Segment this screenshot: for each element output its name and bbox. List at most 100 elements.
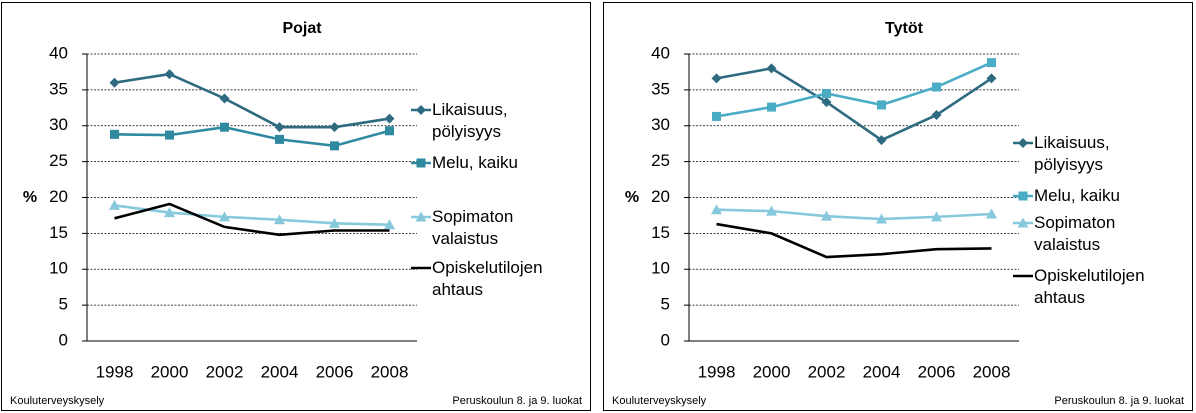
legend-label: Opiskelutilojen ahtaus [432,258,543,299]
marker [165,130,174,140]
legend-label: Melu, kaiku [432,153,518,172]
y-tick-label: 0 [59,330,68,349]
marker [876,135,887,146]
legend-label: Likaisuus, pölyisyys [1034,133,1110,174]
marker [821,210,832,221]
series [716,222,992,259]
chart-panel: Pojat% 0 5 10 15 20 25 30 35 40 1998 2000 2002 2004 20… [1,2,591,411]
x-tick-label: 2002 [808,362,846,381]
marker [876,213,887,224]
marker [109,199,120,210]
marker [330,141,339,151]
legend-symbol [1013,191,1033,201]
marker [767,102,776,112]
marker [384,219,395,230]
line [716,61,993,118]
marker [274,214,285,225]
marker [822,88,831,98]
source: Kouluterveyskysely [612,395,707,407]
marker [164,69,175,80]
chart-title: Pojat [282,20,322,37]
legend-symbol [411,211,431,222]
y-tick-label: 20 [49,187,68,206]
marker [110,129,119,139]
chart-title: Tytöt [885,20,924,37]
marker [385,126,394,136]
legend-marker [1018,191,1028,201]
marker [164,207,175,218]
marker [274,122,285,133]
legend-marker [416,158,426,168]
series [711,63,997,146]
legend-marker [1018,138,1028,148]
line [114,204,390,227]
marker [766,205,777,216]
series [712,58,996,121]
note: Peruskoulun 8. ja 9. luokat [452,395,582,407]
series [114,202,390,237]
legend-symbol [411,266,431,270]
marker [711,73,722,84]
legend-symbol [1013,217,1033,228]
marker [109,77,120,88]
chart: Pojat% 0 5 10 15 20 25 30 35 40 1998 2000 2002 2004 20… [23,20,417,381]
series [711,204,997,224]
series [109,199,395,230]
x-tick-label: 2008 [973,362,1011,381]
x-tick-label: 2004 [261,362,299,381]
line [114,72,390,129]
marker [329,122,340,133]
x-tick-label: 2004 [863,362,901,381]
y-axis-label: % [625,189,639,206]
legend-label: Melu, kaiku [1034,186,1120,205]
x-tick-label: 2000 [151,362,189,381]
y-axis-label: % [23,189,37,206]
x-tick-label: 2006 [316,362,354,381]
marker [766,63,777,74]
y-tick-label: 10 [49,259,68,278]
legend-item: Melu, kaiku [1013,185,1159,207]
y-tick-label: 15 [49,223,68,242]
line [716,208,992,221]
legend-symbol [411,158,431,168]
line [114,125,390,148]
marker [986,73,997,84]
x-tick-label: 2008 [371,362,409,381]
legend-label: Likaisuus, pölyisyys [432,100,508,141]
series [109,69,395,133]
legend-symbol [1013,138,1033,148]
y-tick-label: 40 [49,43,68,62]
x-tick-label: 1998 [96,362,134,381]
legend-item: Likaisuus, pölyisyys [1013,132,1159,176]
x-tick-label: 2000 [753,362,791,381]
legend-item: Sopimaton valaistus [1013,212,1159,256]
y-tick-label: 25 [49,151,68,170]
legend-symbol [411,105,431,115]
y-tick-label: 40 [651,43,670,62]
y-tick-label: 35 [49,79,68,98]
y-tick-label: 5 [661,295,670,314]
marker [384,113,395,124]
note: Peruskoulun 8. ja 9. luokat [1054,395,1184,407]
legend-marker [416,105,426,115]
legend-item: Opiskelutilojen ahtaus [1013,265,1159,309]
legend-label: Sopimaton valaistus [1034,213,1116,254]
legend-marker [415,211,427,222]
chart-panel: Tytöt% 0 5 10 15 20 25 30 35 40 1998 2000 2002 2004 20… [603,2,1193,411]
x-tick-label: 1998 [698,362,736,381]
y-tick-label: 0 [661,330,670,349]
y-tick-label: 25 [651,151,670,170]
line [114,202,390,237]
legend-item: Likaisuus, pölyisyys [411,99,557,143]
marker [931,109,942,120]
marker [712,111,721,121]
marker [987,58,996,68]
x-tick-label: 2006 [918,362,956,381]
line [716,222,992,259]
y-tick-label: 30 [651,115,670,134]
legend-label: Sopimaton valaistus [432,207,514,248]
marker [931,211,942,222]
line [716,66,993,142]
legend-label: Opiskelutilojen ahtaus [1034,266,1145,307]
